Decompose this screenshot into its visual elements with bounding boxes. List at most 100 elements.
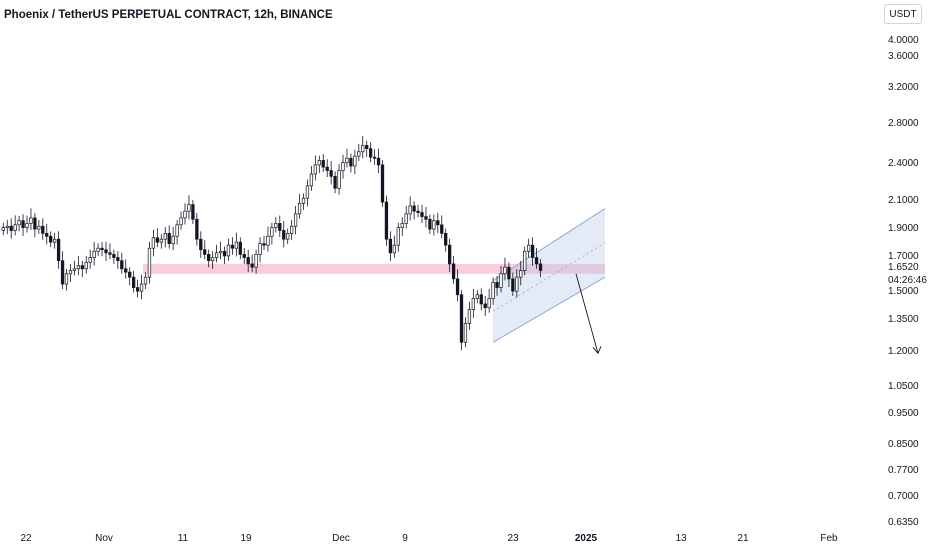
candle <box>68 264 73 282</box>
candle <box>523 246 527 276</box>
candle <box>266 226 270 252</box>
time-tick-label: 19 <box>240 533 252 544</box>
candle <box>246 249 250 273</box>
time-tick-label: 2025 <box>575 533 598 544</box>
candle <box>357 143 361 161</box>
channel-upper-line <box>492 208 606 282</box>
candle <box>147 241 152 284</box>
candle <box>404 205 408 229</box>
candle <box>459 289 464 351</box>
candle <box>171 226 175 251</box>
candle <box>80 260 84 277</box>
price-tick-label: 2.4000 <box>888 158 919 169</box>
candle <box>41 218 45 240</box>
candle <box>491 277 495 305</box>
candle <box>5 219 9 235</box>
price-tick-label: 3.6000 <box>888 51 919 62</box>
candle <box>159 234 163 249</box>
candle <box>13 215 17 236</box>
candle <box>424 207 428 228</box>
forecast-arrow-line <box>575 273 599 354</box>
candle <box>388 231 393 261</box>
price-axis[interactable]: 4.0000 3.6000 3.2000 2.8000 2.4000 2.1000 1.90… <box>888 35 927 528</box>
candle <box>254 249 258 274</box>
time-tick-label: Dec <box>332 533 350 544</box>
candle <box>203 240 207 260</box>
candle <box>218 241 223 260</box>
candle <box>408 196 412 221</box>
candle <box>191 199 195 225</box>
candle <box>463 317 468 348</box>
candle <box>1 222 5 236</box>
candle <box>345 148 349 168</box>
candle <box>309 166 314 191</box>
candle <box>64 269 69 291</box>
candle <box>329 161 333 185</box>
candle <box>286 228 290 245</box>
candle <box>436 212 440 234</box>
candle <box>155 228 160 248</box>
candle <box>341 154 345 179</box>
candle <box>519 260 523 286</box>
time-axis[interactable]: 22 Nov 11 19 Dec 9 23 2025 13 21 Feb <box>20 533 838 544</box>
candle <box>353 149 357 175</box>
candle <box>290 219 294 240</box>
candle <box>96 243 100 257</box>
candle <box>396 222 400 252</box>
price-tick-label: 1.7000 <box>888 251 919 262</box>
channel-lower-line <box>492 276 606 343</box>
candle <box>337 164 341 195</box>
candle <box>475 289 479 304</box>
candle <box>104 241 108 261</box>
candle <box>440 215 444 239</box>
candle <box>530 237 535 266</box>
support-zone-layer <box>143 263 605 274</box>
price-tick-label: 0.8500 <box>888 439 919 450</box>
candle <box>444 228 448 252</box>
candle <box>21 214 25 236</box>
time-tick-label: 11 <box>178 533 189 544</box>
candle <box>376 148 381 174</box>
candle <box>392 235 396 258</box>
time-tick-label: Nov <box>95 533 113 544</box>
channel-fill <box>493 208 605 343</box>
candle <box>451 255 456 284</box>
candle <box>369 142 373 163</box>
candle <box>199 231 203 258</box>
candle <box>100 241 104 257</box>
price-tick-label: 1.5000 <box>888 286 919 297</box>
price-tick-label: 1.0500 <box>888 381 919 392</box>
channel-mid-line <box>492 242 606 312</box>
price-tick-label: 0.6350 <box>888 517 919 528</box>
candle <box>234 232 239 257</box>
candle <box>499 265 503 293</box>
price-tick-label: 3.2000 <box>888 82 919 93</box>
bar-countdown-label: 04:26:46 <box>888 275 927 286</box>
candle <box>250 254 254 273</box>
price-tick-label: 0.9500 <box>888 408 919 419</box>
candle <box>420 204 424 224</box>
currency-button[interactable]: USDT <box>884 4 922 24</box>
candle <box>270 222 274 245</box>
candle <box>428 214 432 234</box>
candle <box>183 203 187 225</box>
candle <box>448 238 452 273</box>
candle <box>538 259 543 277</box>
candle <box>195 212 199 246</box>
candle <box>9 218 13 239</box>
candle <box>76 256 81 276</box>
candle <box>163 226 167 248</box>
support-zone <box>143 263 605 274</box>
candle <box>313 155 317 181</box>
candle <box>45 223 49 245</box>
chart-title: Phoenix / TetherUS PERPETUAL CONTRACT, 1… <box>4 9 333 21</box>
price-tick-label: 1.9000 <box>888 223 919 234</box>
candle <box>187 195 191 220</box>
candle <box>372 149 377 165</box>
candle <box>483 296 487 316</box>
candle <box>282 220 286 248</box>
candle <box>365 140 369 157</box>
candle <box>112 249 116 265</box>
candle <box>214 244 219 263</box>
